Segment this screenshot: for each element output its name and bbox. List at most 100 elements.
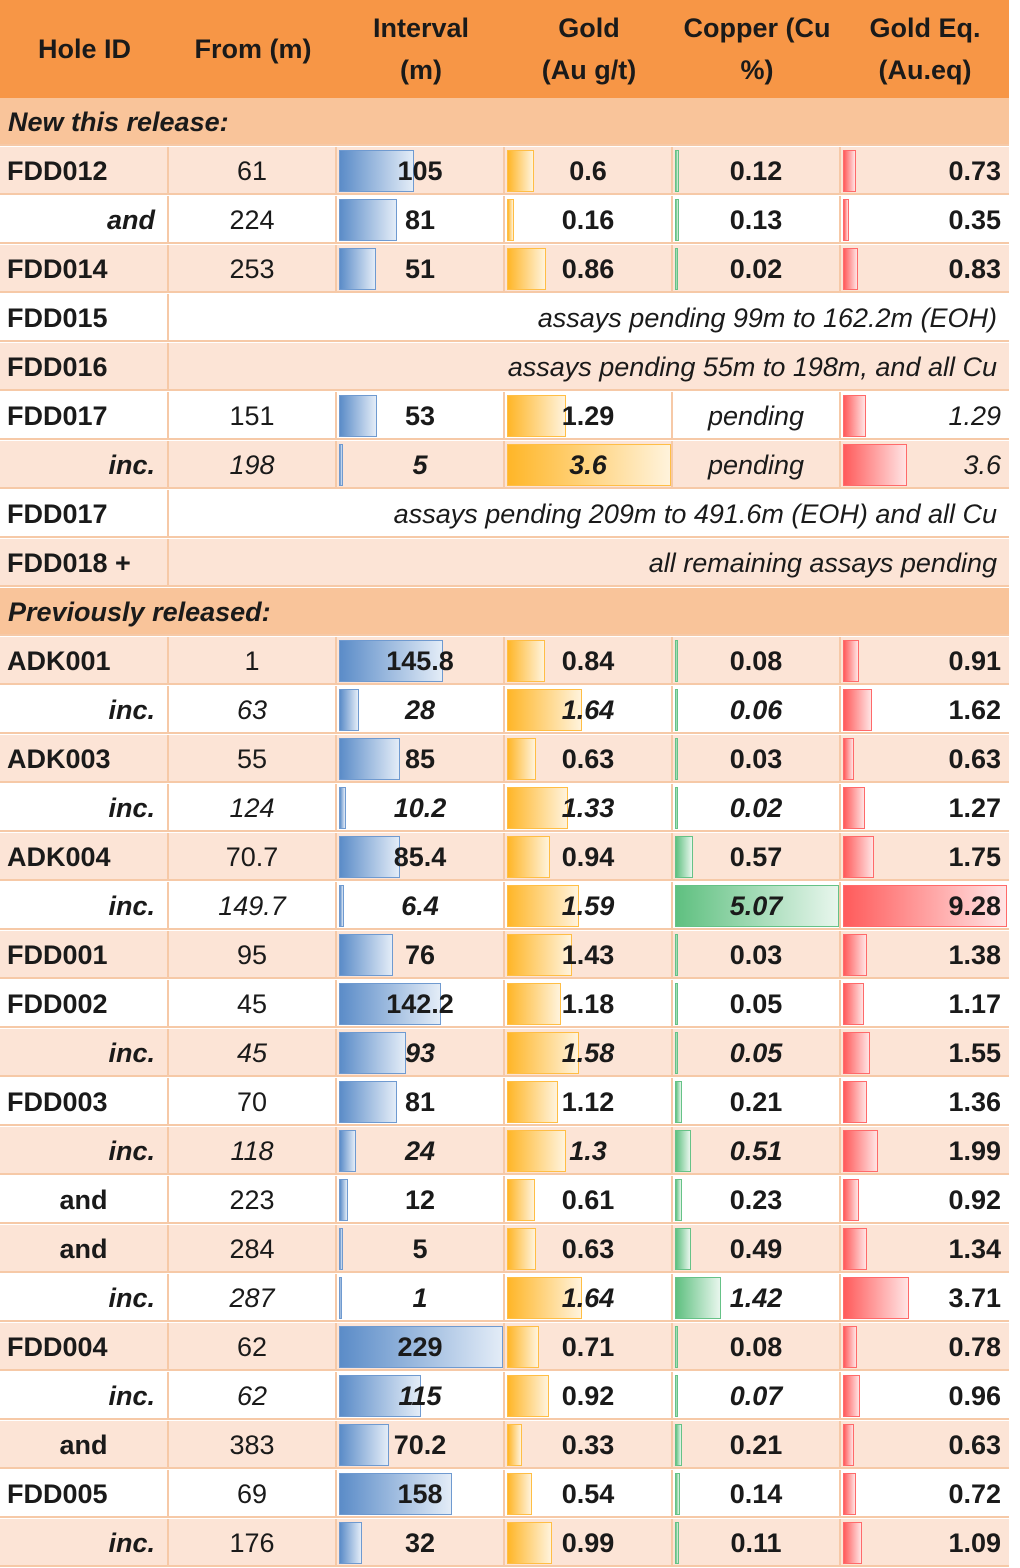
from-cell: 151 [169,392,337,440]
interval-cell: 81 [337,1078,505,1126]
hole-id-cell: FDD005 [0,1470,169,1518]
copper-cell: 0.21 [673,1078,841,1126]
gold-cell: 0.99 [505,1519,673,1567]
gold-eq-value: 0.96 [948,1380,1001,1411]
hole-id: ADK001 [7,645,111,676]
hole-id-cell: ADK003 [0,735,169,783]
gold-eq-bar [843,395,866,437]
from-value: 62 [236,1380,268,1411]
from-value: 69 [236,1478,268,1509]
from-value: 198 [229,449,275,480]
from-cell: 55 [169,735,337,783]
note-row: FDD015 assays pending 99m to 162.2m (EOH) [0,294,1009,342]
copper-value: 0.14 [729,1478,783,1509]
interval-cell: 24 [337,1127,505,1175]
copper-value: 0.02 [729,253,783,284]
hole-id-cell: FDD001 [0,931,169,979]
gold-eq-cell: 1.38 [841,931,1009,979]
copper-bar [675,1228,691,1270]
gold-eq-cell: 1.75 [841,833,1009,881]
from-cell: 176 [169,1519,337,1567]
interval-bar [339,1081,397,1123]
copper-bar [675,1424,682,1466]
copper-value: 0.57 [729,841,783,872]
interval-bar [339,934,393,976]
copper-value: 0.21 [729,1429,783,1460]
gold-eq-bar [843,444,907,486]
hole-id-cell: FDD017 [0,392,169,440]
from-value: 383 [229,1429,275,1460]
interval-value: 85 [404,743,436,774]
gold-cell: 0.6 [505,147,673,195]
gold-cell: 0.63 [505,1225,673,1273]
gold-bar [507,787,568,829]
gold-cell: 1.59 [505,882,673,930]
gold-bar [507,983,561,1025]
hole-id: FDD017 [7,498,108,529]
interval-value: 12 [404,1184,436,1215]
hole-id: inc. [108,1037,155,1068]
interval-bar [339,1424,389,1466]
copper-cell: 0.14 [673,1470,841,1518]
gold-eq-cell: 1.29 [841,392,1009,440]
copper-cell: 0.13 [673,196,841,244]
interval-bar [339,395,377,437]
assay-note: assays pending 55m to 198m, and all Cu [169,343,1009,391]
copper-bar [675,1130,691,1172]
interval-bar [339,1277,342,1319]
gold-value: 3.6 [569,449,607,480]
gold-bar [507,836,550,878]
hole-id-cell: FDD012 [0,147,169,195]
hole-id: and [59,1233,108,1264]
copper-cell: 0.05 [673,1029,841,1077]
interval-value: 142.2 [386,988,454,1019]
copper-value: 0.23 [729,1184,783,1215]
interval-bar [339,689,359,731]
gold-value: 0.16 [561,204,615,235]
gold-eq-value: 0.72 [948,1478,1001,1509]
interval-bar [339,787,346,829]
copper-value: 0.49 [729,1233,783,1264]
copper-value: 0.12 [729,155,783,186]
interval-bar [339,199,397,241]
copper-value: 0.05 [729,1037,783,1068]
gold-eq-cell: 1.99 [841,1127,1009,1175]
gold-value: 0.61 [561,1184,615,1215]
gold-eq-value: 1.55 [948,1037,1001,1068]
interval-value: 28 [404,694,436,725]
gold-eq-cell: 0.91 [841,637,1009,685]
hole-id: inc. [108,449,155,480]
gold-eq-value: 9.28 [948,890,1001,921]
copper-bar [675,199,679,241]
header-from: From (m) [194,34,312,64]
table-row: FDD012 61 105 0.6 0.12 0.73 [0,147,1009,195]
gold-value: 1.64 [561,694,615,725]
hole-id: and [59,1184,108,1215]
interval-bar [339,640,443,682]
gold-cell: 0.71 [505,1323,673,1371]
copper-cell: 0.23 [673,1176,841,1224]
interval-cell: 229 [337,1323,505,1371]
gold-eq-value: 1.36 [948,1086,1001,1117]
copper-value: 0.21 [729,1086,783,1117]
copper-cell: 0.08 [673,637,841,685]
assay-note-text: assays pending 209m to 491.6m (EOH) and … [393,498,997,529]
interval-bar [339,248,376,290]
gold-bar [507,738,536,780]
gold-eq-value: 0.73 [948,155,1001,186]
hole-id: FDD017 [7,400,108,431]
copper-cell: 0.51 [673,1127,841,1175]
gold-value: 0.54 [561,1478,615,1509]
table-row: inc. 198 5 3.6 pending 3.6 [0,441,1009,489]
hole-id-cell: inc. [0,1519,169,1567]
copper-bar [675,1522,679,1564]
section-label: Previously released: [8,596,271,627]
hole-id-cell: inc. [0,882,169,930]
interval-cell: 158 [337,1470,505,1518]
table-row: inc. 63 28 1.64 0.06 1.62 [0,686,1009,734]
gold-value: 1.33 [561,792,615,823]
gold-eq-value: 1.29 [948,400,1001,431]
hole-id-cell: inc. [0,784,169,832]
hole-id-cell: ADK004 [0,833,169,881]
